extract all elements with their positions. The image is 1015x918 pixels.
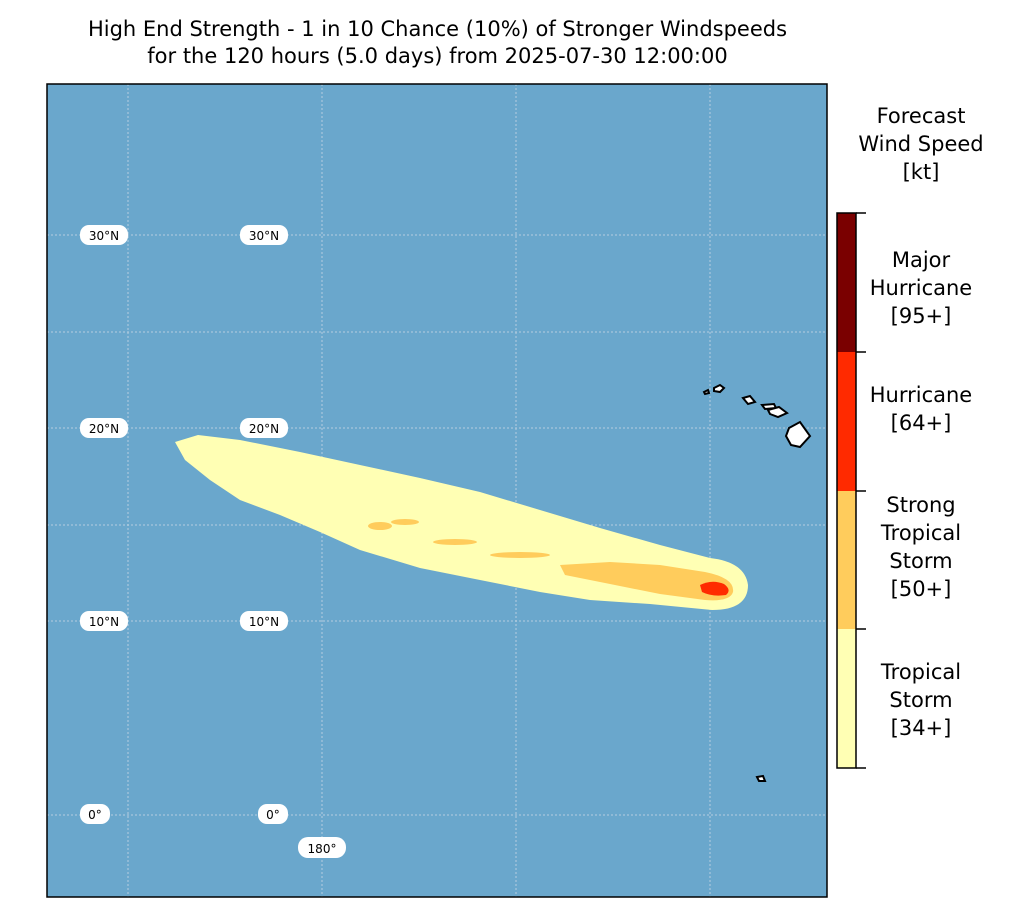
strong-tropical-storm-swath [560,562,734,601]
legend-major-line-1: Major [891,248,951,272]
label-box-20n-left [80,418,128,438]
lat-label-10n-right: 10°N [249,615,279,629]
patch-2 [391,519,419,525]
lat-label-30n-right: 30°N [249,229,279,243]
legend-ts-line-1: Tropical [880,660,962,684]
legend-label-major-hurricane: Major Hurricane [95+] [850,246,992,330]
gridline-labels: 30°N 30°N 20°N 20°N 10°N 10°N 0° 0° 180° [80,225,346,858]
strong-tropical-storm-patches [368,519,550,558]
label-box-0-right [258,804,288,824]
legend-ts-line-2: Storm [889,688,953,712]
island-niihau [702,388,711,396]
patch-1 [368,522,392,530]
lat-label-20n-right: 20°N [249,422,279,436]
label-box-180 [298,837,346,858]
lat-label-30n-left: 30°N [89,229,119,243]
legend-major-line-2: Hurricane [869,276,973,300]
map-frame [46,83,828,898]
legend-label-strong-tropical-storm: Strong Tropical Storm [50+] [850,491,992,603]
legend-strong-line-4: [50+] [890,577,952,601]
lat-label-0-left: 0° [88,808,102,822]
title-line-2: for the 120 hours (5.0 days) from 2025-0… [147,44,728,68]
label-box-20n-right [240,418,288,438]
chart-title: High End Strength - 1 in 10 Chance (10%)… [0,16,875,70]
label-box-30n-right [240,225,288,245]
label-box-0-left [80,804,110,824]
hurricane-core [700,581,729,596]
island-maui [766,405,789,419]
patch-4 [490,552,550,558]
label-box-30n-left [80,225,128,245]
legend-strong-line-2: Tropical [880,521,962,545]
legend-ts-line-3: [34+] [890,716,952,740]
legend-title-line-2: Wind Speed [858,132,984,156]
legend-hurricane-line-2: [64+] [890,411,952,435]
lat-label-0-right: 0° [266,808,280,822]
label-box-10n-left [80,611,128,631]
title-line-1: High End Strength - 1 in 10 Chance (10%)… [87,17,788,41]
legend-hurricane-line-1: Hurricane [869,383,973,407]
label-box-10n-right [240,611,288,631]
lat-label-20n-left: 20°N [89,422,119,436]
island-johnston [755,774,767,782]
patch-3 [433,539,477,545]
island-kauai [713,383,726,394]
legend-label-tropical-storm: Tropical Storm [34+] [850,658,992,742]
legend-title-line-1: Forecast [876,104,966,128]
legend-major-line-3: [95+] [890,304,952,328]
legend-strong-line-1: Strong [886,493,956,517]
hawaiian-islands [702,383,812,782]
lon-label-180: 180° [308,842,337,856]
island-hawaii [784,420,812,449]
island-oahu [741,394,757,406]
legend-label-hurricane: Hurricane [64+] [850,381,992,437]
legend-title-line-3: [kt] [902,160,940,184]
legend-strong-line-3: Storm [889,549,953,573]
legend-title: Forecast Wind Speed [kt] [836,102,1006,186]
lat-label-10n-left: 10°N [89,615,119,629]
